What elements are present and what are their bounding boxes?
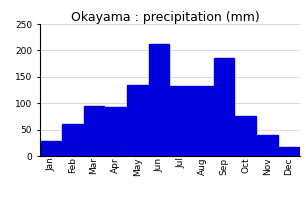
Bar	[279, 147, 299, 156]
Bar	[170, 86, 191, 156]
Bar	[105, 107, 126, 156]
Bar	[235, 116, 256, 156]
Bar	[127, 85, 147, 156]
Text: Okayama : precipitation (mm): Okayama : precipitation (mm)	[71, 11, 260, 24]
Bar	[84, 106, 104, 156]
Bar	[62, 124, 83, 156]
Bar	[214, 58, 234, 156]
Bar	[40, 141, 61, 156]
Bar	[257, 135, 278, 156]
Bar	[149, 44, 169, 156]
Text: www.allmetsat.com: www.allmetsat.com	[42, 144, 125, 153]
Bar	[192, 86, 213, 156]
